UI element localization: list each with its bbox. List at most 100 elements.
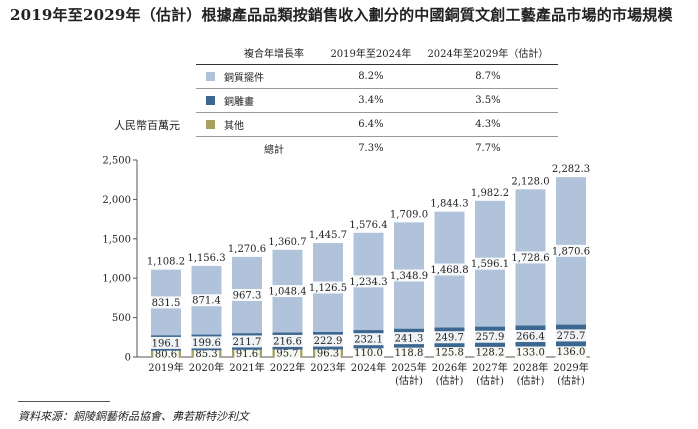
data-label: 1,348.9 <box>390 271 428 282</box>
data-label: 1,234.3 <box>349 277 387 288</box>
x-tick-label: 2029年 <box>553 361 588 374</box>
data-label: 96.3 <box>317 349 339 360</box>
total-label: 1,108.2 <box>147 257 185 268</box>
data-label: 241.3 <box>395 334 424 345</box>
table-row: 其他 6.4% 4.3% <box>196 113 558 137</box>
data-label-bg <box>150 296 182 309</box>
data-label-bg <box>434 346 465 359</box>
data-label: 110.0 <box>354 348 383 359</box>
data-label-bg <box>468 257 512 270</box>
total-label: 2,282.3 <box>552 164 590 175</box>
header-2024-2029: 2024年至2029年（估計） <box>427 49 549 60</box>
cagr-value: 8.2% <box>358 71 384 82</box>
data-label-bg <box>515 345 546 358</box>
data-label-bg <box>474 330 506 343</box>
x-tick-label: 2021年 <box>229 361 264 374</box>
legend-label: 其他 <box>224 121 244 132</box>
data-label-bg <box>555 329 587 342</box>
cagr-value: 7.3% <box>358 143 384 154</box>
y-tick-label: 2,000 <box>102 195 131 206</box>
data-label-bg <box>231 288 263 301</box>
header-2019-2024: 2019年至2024年 <box>330 49 412 60</box>
data-label: 216.6 <box>273 336 302 347</box>
data-label: 1,126.5 <box>309 283 347 294</box>
data-label-bg <box>274 347 301 360</box>
x-tick-label: 2026年 <box>432 361 467 374</box>
data-label: 249.7 <box>435 333 464 344</box>
x-tick-label: 2027年 <box>472 361 507 374</box>
data-label: 1,728.6 <box>511 253 549 264</box>
data-label: 871.4 <box>192 296 221 307</box>
x-tick-label: 2025年 <box>391 361 426 374</box>
data-label-bg <box>474 345 506 358</box>
data-label-bg <box>153 347 179 360</box>
data-label: 266.4 <box>516 332 545 343</box>
x-tick-sublabel: (估計) <box>517 374 545 387</box>
data-label: 967.3 <box>233 290 262 301</box>
data-label-bg <box>231 335 263 348</box>
x-tick-label: 2023年 <box>310 361 345 374</box>
data-label-bg <box>193 347 220 360</box>
data-label: 128.2 <box>476 347 505 358</box>
x-tick-label: 2028年 <box>513 361 548 374</box>
data-label: 1,870.6 <box>552 246 590 257</box>
data-label-bg <box>549 244 593 257</box>
source-note: 資料來源：銅陵銅藝術品協會、弗若斯特沙利文 <box>18 410 249 423</box>
data-label-bg <box>515 330 546 343</box>
x-tick-label: 2022年 <box>270 361 305 374</box>
data-label-bg <box>191 294 222 307</box>
cagr-value: 3.5% <box>475 95 501 106</box>
data-label: 80.6 <box>155 349 177 360</box>
data-label: 95.7 <box>276 349 298 360</box>
data-label-bg <box>353 346 384 359</box>
chart-title: 2019年至2029年（估計）根據產品品類按銷售收入劃分的中國銅質文創工藝產品市… <box>10 6 673 24</box>
x-tick-sublabel: (估計) <box>557 374 585 387</box>
data-label-bg <box>387 269 431 282</box>
x-tick-sublabel: (估計) <box>395 374 423 387</box>
legend-label-total: 總計 <box>264 145 284 156</box>
data-label-bg <box>191 336 222 349</box>
data-label-bg <box>266 285 309 298</box>
cagr-value: 6.4% <box>358 119 384 130</box>
total-label: 1,445.7 <box>309 230 347 241</box>
data-label-bg <box>150 336 182 349</box>
data-label-bg <box>353 333 384 346</box>
y-axis-unit-label: 人民幣百萬元 <box>114 119 180 132</box>
x-tick-sublabel: (估計) <box>476 374 504 387</box>
data-label: 232.1 <box>354 335 383 346</box>
total-label: 1,844.3 <box>430 199 468 210</box>
x-tick-label: 2024年 <box>351 361 386 374</box>
data-label-bg <box>555 345 587 358</box>
legend-swatch-ornaments <box>205 72 215 81</box>
data-label-bg <box>234 347 260 360</box>
x-tick-label: 2019年 <box>148 361 183 374</box>
data-label: 133.0 <box>516 347 545 358</box>
total-label: 1,360.7 <box>268 237 306 248</box>
total-label: 1,156.3 <box>187 253 225 264</box>
x-tick-label: 2020年 <box>189 361 224 374</box>
total-label: 1,982.2 <box>471 188 509 199</box>
legend-label: 銅雕畫 <box>224 97 254 108</box>
data-label: 125.8 <box>435 348 464 359</box>
y-tick-label: 2,500 <box>102 156 131 167</box>
data-label-bg <box>306 281 350 294</box>
cagr-value: 4.3% <box>475 119 501 130</box>
data-label-bg <box>272 334 303 347</box>
data-label: 1,596.1 <box>471 259 509 270</box>
data-label-bg <box>393 332 425 345</box>
data-label: 1,468.8 <box>430 265 468 276</box>
data-label: 91.6 <box>236 349 258 360</box>
data-label-bg <box>434 331 465 344</box>
total-label: 1,576.4 <box>349 220 387 231</box>
data-label: 118.8 <box>395 348 424 359</box>
y-tick-label: 1,500 <box>102 234 131 245</box>
data-label: 222.9 <box>314 336 343 347</box>
data-label-bg <box>312 334 344 347</box>
legend-swatch-others <box>205 120 215 129</box>
data-label-bg <box>347 275 390 288</box>
cagr-value: 3.4% <box>358 95 384 106</box>
cagr-value: 8.7% <box>475 71 501 82</box>
data-label-bg <box>509 251 552 264</box>
data-label: 196.1 <box>152 338 181 349</box>
legend-swatch-relief <box>205 96 215 105</box>
